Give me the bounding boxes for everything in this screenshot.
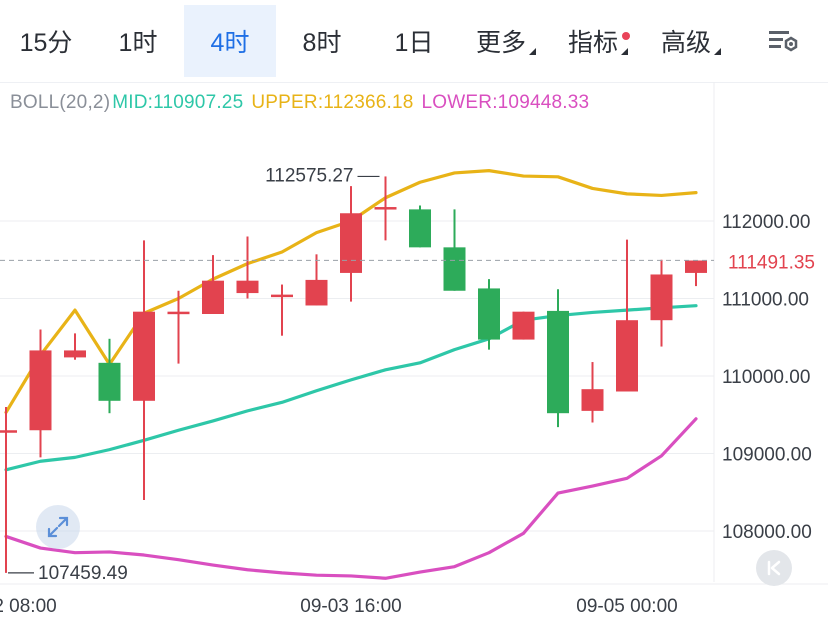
boll-name: BOLL(20,2) xyxy=(10,92,111,113)
boll-upper: UPPER:112366.18 xyxy=(251,92,414,113)
low-price-label: 107459.49 xyxy=(38,563,128,584)
high-price-label: 112575.27 xyxy=(265,165,353,186)
current-price-label: 111491.35 xyxy=(728,252,815,273)
candle-body xyxy=(547,310,569,414)
candle-body xyxy=(685,260,707,273)
tab-1[interactable]: 1时 xyxy=(92,5,184,77)
tab-7[interactable]: 高级 xyxy=(644,5,738,77)
boll-indicator-readout: BOLL(20,2) MID:110907.25 UPPER:112366.18 LO… xyxy=(10,92,597,114)
candle-body xyxy=(202,280,224,314)
candle-body xyxy=(29,350,52,431)
tab-label: 8时 xyxy=(302,29,342,57)
tab-3[interactable]: 8时 xyxy=(276,5,368,77)
scroll-to-latest-button[interactable] xyxy=(756,550,792,586)
boll-mid: MID:110907.25 xyxy=(112,92,244,113)
candle-body xyxy=(616,320,638,392)
fullscreen-button[interactable] xyxy=(36,505,80,549)
candle-body xyxy=(512,311,535,340)
boll-lower-line xyxy=(4,417,698,580)
candle-body xyxy=(236,280,259,294)
chart-settings-button[interactable] xyxy=(738,0,828,82)
tab-4[interactable]: 1日 xyxy=(368,5,460,77)
y-tick-label: 112000.00 xyxy=(722,212,810,233)
tab-label: 高级 xyxy=(660,29,711,57)
tab-label: 1时 xyxy=(118,29,158,57)
candle-body xyxy=(98,362,121,401)
dropdown-caret-icon xyxy=(529,47,536,55)
boll-lower: LOWER:109448.33 xyxy=(421,92,590,113)
tab-5[interactable]: 更多 xyxy=(460,5,552,77)
y-tick-label: 108000.00 xyxy=(722,522,812,543)
tab-label: 更多 xyxy=(475,29,526,57)
dropdown-caret-icon xyxy=(621,47,628,55)
timeframe-tabs: 15分 1时 4时 8时 1日 更多 指标 高级 xyxy=(0,0,828,83)
candle-body xyxy=(409,209,431,248)
boll-mid-line xyxy=(4,304,698,472)
candle-body xyxy=(650,274,673,321)
x-tick-label: 09-05 00:00 xyxy=(576,596,677,617)
candle-body xyxy=(271,294,293,298)
candle-body xyxy=(133,311,155,401)
tab-2[interactable]: 4时 xyxy=(184,5,276,77)
candle-body xyxy=(443,247,466,291)
x-tick-label: 09-03 16:00 xyxy=(300,596,401,617)
tab-0[interactable]: 15分 xyxy=(0,5,92,77)
candle-body xyxy=(581,389,604,411)
chart-settings-icon xyxy=(769,31,798,52)
tab-label: 4时 xyxy=(210,29,250,57)
dropdown-caret-icon xyxy=(714,47,721,55)
y-tick-label: 110000.00 xyxy=(722,367,810,388)
candle-body xyxy=(64,350,86,358)
notification-dot xyxy=(622,32,630,40)
tab-label: 指标 xyxy=(567,29,618,57)
y-tick-label: 111000.00 xyxy=(722,290,809,311)
tab-label: 1日 xyxy=(394,29,434,57)
expand-arrows-icon xyxy=(47,516,69,538)
candle-body xyxy=(0,430,17,433)
candle-body xyxy=(374,207,397,210)
candle-body xyxy=(305,279,328,306)
candle-body xyxy=(167,311,190,315)
tab-label: 15分 xyxy=(19,29,73,57)
x-tick-label: 09-02 08:00 xyxy=(0,596,57,617)
tab-6[interactable]: 指标 xyxy=(552,5,644,77)
candle-body xyxy=(340,213,362,273)
y-tick-label: 109000.00 xyxy=(722,445,812,466)
candlestick-chart[interactable]: 108000.00 109000.00 110000.00 111000.00 1120… xyxy=(0,82,828,620)
double-chevron-left-icon xyxy=(767,560,781,576)
candle-body xyxy=(478,288,500,340)
